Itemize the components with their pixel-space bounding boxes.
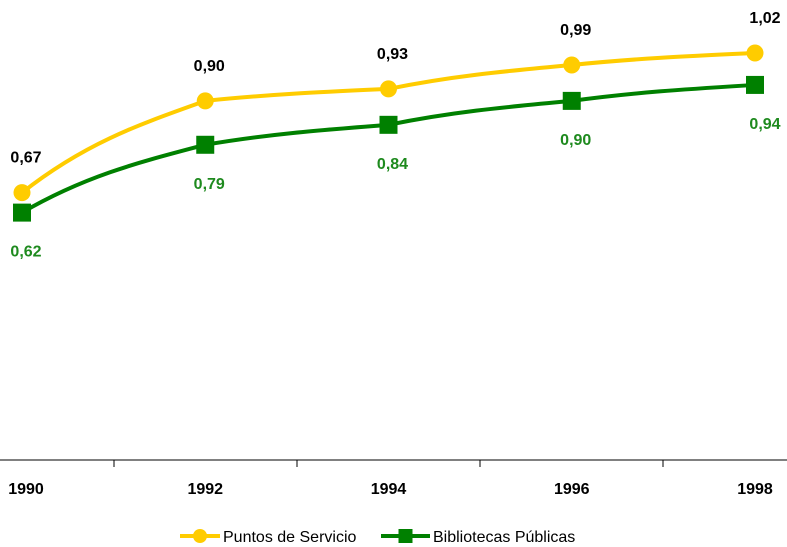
data-point — [562, 91, 581, 110]
legend: Puntos de Servicio Bibliotecas Públicas — [180, 529, 575, 546]
data-point — [196, 135, 215, 154]
data-point — [563, 56, 581, 74]
legend-label: Puntos de Servicio — [223, 529, 357, 546]
data-point — [380, 80, 397, 98]
x-tick-label: 1992 — [187, 481, 223, 498]
data-label: 0,62 — [10, 244, 41, 261]
series-puntos-de-servicio — [13, 44, 764, 202]
legend-label: Bibliotecas Públicas — [433, 529, 575, 546]
series-line — [20, 82, 756, 215]
data-label: 0,90 — [194, 58, 225, 75]
legend-item: Puntos de Servicio — [180, 529, 357, 546]
data-label: 0,94 — [749, 116, 780, 133]
series-layer — [13, 44, 764, 222]
x-tick-label: 1998 — [737, 481, 773, 498]
series-bibliotecas-publicas — [13, 75, 764, 222]
data-point — [379, 115, 398, 134]
data-point — [13, 184, 31, 202]
x-tick-label: 1994 — [371, 481, 407, 498]
data-label: 0,99 — [560, 22, 591, 39]
data-label: 0,79 — [194, 176, 225, 193]
x-axis: 1990 1992 1994 1996 1998 — [0, 459, 787, 498]
data-labels: 0,67 0,90 0,93 0,99 1,02 0,62 0,79 0,84 0,90 0,94 — [10, 10, 780, 261]
data-label: 0,93 — [377, 46, 408, 63]
x-tick-label: 1996 — [554, 481, 590, 498]
data-label: 1,02 — [749, 10, 780, 27]
data-point — [746, 75, 764, 94]
data-label: 0,67 — [10, 150, 41, 167]
data-point — [196, 92, 214, 110]
legend-marker — [193, 529, 207, 543]
legend-marker — [398, 529, 413, 543]
data-label: 0,90 — [560, 132, 591, 149]
x-tick-label: 1990 — [8, 481, 44, 498]
legend-item: Bibliotecas Públicas — [381, 529, 575, 546]
data-point — [13, 203, 31, 222]
data-point — [746, 44, 764, 62]
data-label: 0,84 — [377, 156, 408, 173]
